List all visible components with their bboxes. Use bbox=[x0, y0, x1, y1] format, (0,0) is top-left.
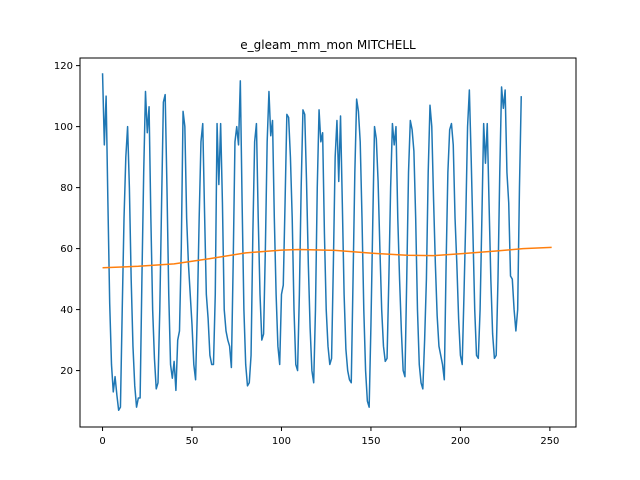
y-tick-label: 20 bbox=[60, 366, 73, 377]
y-axis: 20 40 60 80 100 120 bbox=[54, 61, 80, 377]
y-tick-label: 60 bbox=[60, 244, 73, 255]
x-tick-label: 200 bbox=[451, 436, 470, 447]
x-tick-label: 50 bbox=[186, 436, 199, 447]
y-tick-label: 40 bbox=[60, 305, 73, 316]
x-tick-label: 150 bbox=[361, 436, 380, 447]
x-tick-label: 250 bbox=[540, 436, 559, 447]
y-tick-label: 120 bbox=[54, 61, 73, 72]
x-axis: 0 50 100 150 200 250 bbox=[99, 427, 559, 447]
x-tick-label: 100 bbox=[272, 436, 291, 447]
chart-title: e_gleam_mm_mon MITCHELL bbox=[240, 38, 416, 52]
series-line-2 bbox=[102, 246, 552, 269]
series-line-1 bbox=[101, 73, 522, 411]
y-tick-label: 80 bbox=[60, 183, 73, 194]
x-tick-label: 0 bbox=[99, 436, 105, 447]
y-tick-label: 100 bbox=[54, 122, 73, 133]
series-layer bbox=[101, 73, 552, 411]
axes-frame bbox=[79, 57, 577, 428]
